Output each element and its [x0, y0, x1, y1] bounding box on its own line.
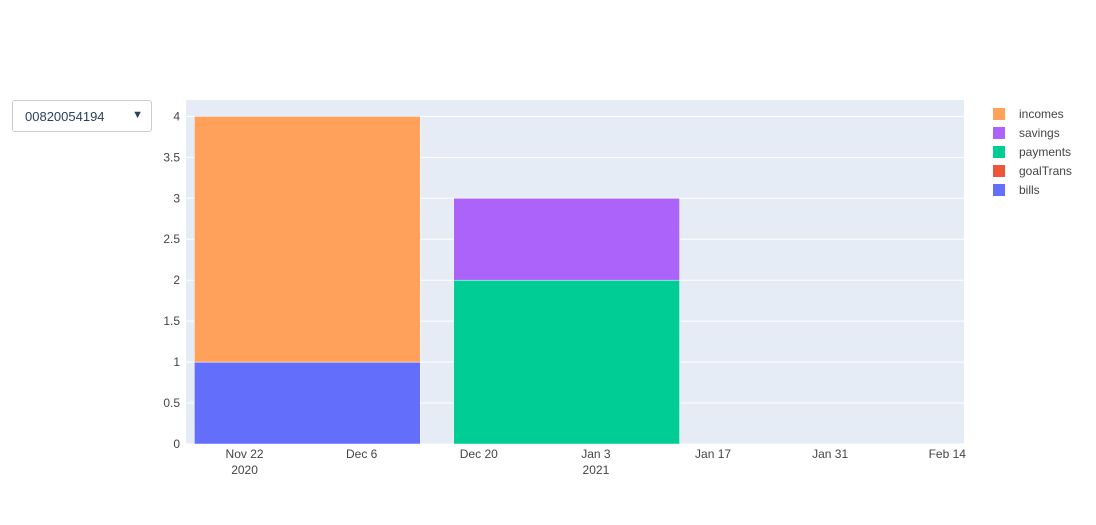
dropdown-selected-value: 00820054194	[25, 109, 105, 124]
legend-item-incomes[interactable]: incomes	[993, 107, 1064, 121]
x-tick-year-label: 2021	[583, 463, 610, 477]
y-tick-label: 4	[173, 109, 180, 123]
x-axis-ticks: Nov 22 2020 Dec 6 Dec 20 Jan 3 2021 Jan 17 Jan …	[226, 447, 967, 477]
legend: incomes savings payments goalTrans bills	[993, 107, 1072, 197]
bar-bills-0	[194, 361, 421, 445]
legend-label: savings	[1019, 126, 1060, 140]
x-tick-label: Nov 22	[226, 447, 264, 461]
legend-label: incomes	[1019, 107, 1064, 121]
x-tick-label: Jan 3	[581, 447, 611, 461]
legend-swatch	[993, 108, 1005, 120]
y-tick-label: 2	[173, 273, 180, 287]
legend-item-payments[interactable]: payments	[993, 145, 1071, 159]
bars	[194, 116, 680, 445]
legend-label: payments	[1019, 145, 1071, 159]
legend-label: bills	[1019, 183, 1040, 197]
legend-item-goalTrans[interactable]: goalTrans	[993, 164, 1072, 178]
x-tick-year-label: 2020	[231, 463, 258, 477]
x-tick-label: Jan 31	[812, 447, 848, 461]
legend-swatch	[993, 146, 1005, 158]
x-tick-label: Feb 14	[929, 447, 967, 461]
y-tick-label: 2.5	[163, 232, 180, 246]
account-dropdown[interactable]: 00820054194 ▼	[12, 100, 152, 132]
bar-savings-1	[453, 198, 680, 281]
legend-item-savings[interactable]: savings	[993, 126, 1060, 140]
y-axis-ticks: 0 0.5 1 1.5 2 2.5 3 3.5 4	[163, 109, 180, 451]
chevron-down-icon: ▼	[132, 109, 143, 121]
legend-label: goalTrans	[1019, 164, 1072, 178]
x-tick-label: Dec 6	[346, 447, 378, 461]
bar-incomes-0	[194, 116, 421, 363]
legend-item-bills[interactable]: bills	[993, 183, 1040, 197]
y-tick-label: 3.5	[163, 150, 180, 164]
y-tick-label: 1.5	[163, 314, 180, 328]
legend-swatch	[993, 127, 1005, 139]
y-tick-label: 0	[173, 437, 180, 451]
legend-swatch	[993, 184, 1005, 196]
x-tick-label: Jan 17	[695, 447, 731, 461]
y-tick-label: 3	[173, 191, 180, 205]
y-tick-label: 0.5	[163, 396, 180, 410]
bar-payments-1	[453, 279, 680, 445]
y-tick-label: 1	[173, 355, 180, 369]
x-tick-label: Dec 20	[460, 447, 498, 461]
legend-swatch	[993, 165, 1005, 177]
